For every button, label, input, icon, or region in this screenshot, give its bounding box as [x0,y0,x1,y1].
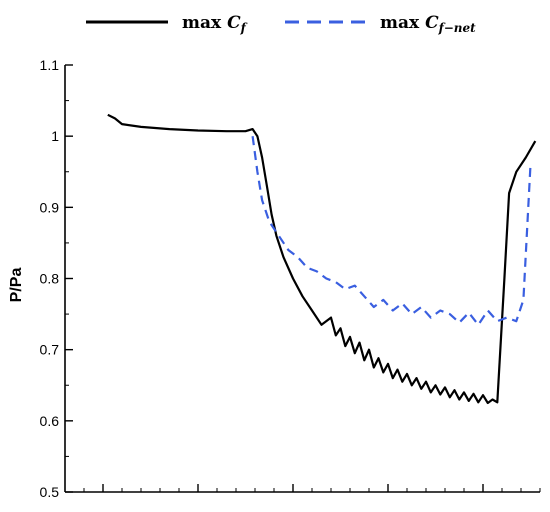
y-axis-label: P/Pa [8,268,25,303]
legend: max Cf max Cf−net [86,13,476,35]
y-tick-label: 0.5 [40,484,60,500]
y-tick-label: 0.7 [40,342,60,358]
y-tick-label: 0.6 [40,413,60,429]
y-tick-label: 1.1 [40,57,60,73]
legend-label-1: max Cf [182,13,248,35]
y-tick-label: 0.9 [40,199,60,215]
y-tick-label: 0.8 [40,271,60,287]
series-line-2 [251,136,532,326]
legend-label-2: max Cf−net [380,13,476,35]
plot-area: 0.5 0.6 0.7 0.8 0.9 1 1.1 [40,57,541,500]
y-tick-label: 1 [51,128,59,144]
series-line-1 [107,113,537,405]
